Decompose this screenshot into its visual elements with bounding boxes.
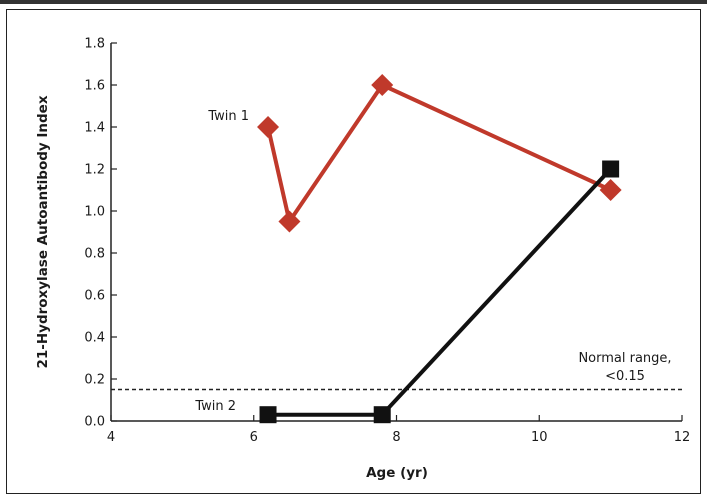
y-tick-label: 0.6 — [84, 289, 105, 304]
data-point-twin-1 — [257, 116, 280, 138]
series-line-twin-2 — [268, 167, 613, 417]
y-tick-label: 1.6 — [84, 79, 105, 94]
y-tick-label: 0.4 — [84, 331, 105, 346]
normal-range-label-line2: <0.15 — [605, 369, 645, 384]
data-point-twin-1 — [599, 179, 622, 201]
y-tick-label: 0.0 — [84, 415, 105, 430]
y-tick-label: 1.8 — [84, 37, 105, 52]
y-tick-label: 1.2 — [84, 163, 105, 178]
x-tick-label: 6 — [250, 430, 258, 445]
data-point-twin-1 — [278, 210, 301, 233]
y-axis-title: 21-Hydroxylase Autoantibody Index — [35, 95, 51, 368]
x-tick-label: 4 — [107, 430, 115, 445]
y-tick-label: 0.2 — [84, 373, 105, 388]
x-tick-label: 10 — [531, 430, 548, 445]
data-point-twin-2 — [602, 160, 620, 178]
data-point-twin-1 — [371, 74, 394, 96]
chart-axes: 0.0 0.2 0.4 0.6 0.8 1.0 1.2 1.4 1.6 1.8 4 6 8 10 12 — [84, 37, 690, 446]
top-rule — [0, 0, 707, 4]
x-axis-title: Age (yr) — [366, 465, 428, 481]
series-line-twin-1 — [266, 83, 612, 224]
series-label-twin-1: Twin 1 — [207, 109, 249, 124]
x-tick-label: 12 — [674, 430, 691, 445]
y-tick-label: 1.0 — [84, 205, 105, 220]
normal-range-label-line1: Normal range, — [578, 351, 671, 366]
series-label-twin-2: Twin 2 — [194, 399, 236, 414]
data-point-twin-2 — [259, 406, 277, 424]
chart-labels: Twin 1 Twin 2 Normal range, <0.15 Age (y… — [35, 95, 672, 481]
y-tick-label: 1.4 — [84, 121, 105, 136]
chart-series — [257, 74, 622, 424]
data-point-twin-2 — [373, 406, 391, 424]
x-tick-label: 8 — [392, 430, 400, 445]
y-tick-label: 0.8 — [84, 247, 105, 262]
